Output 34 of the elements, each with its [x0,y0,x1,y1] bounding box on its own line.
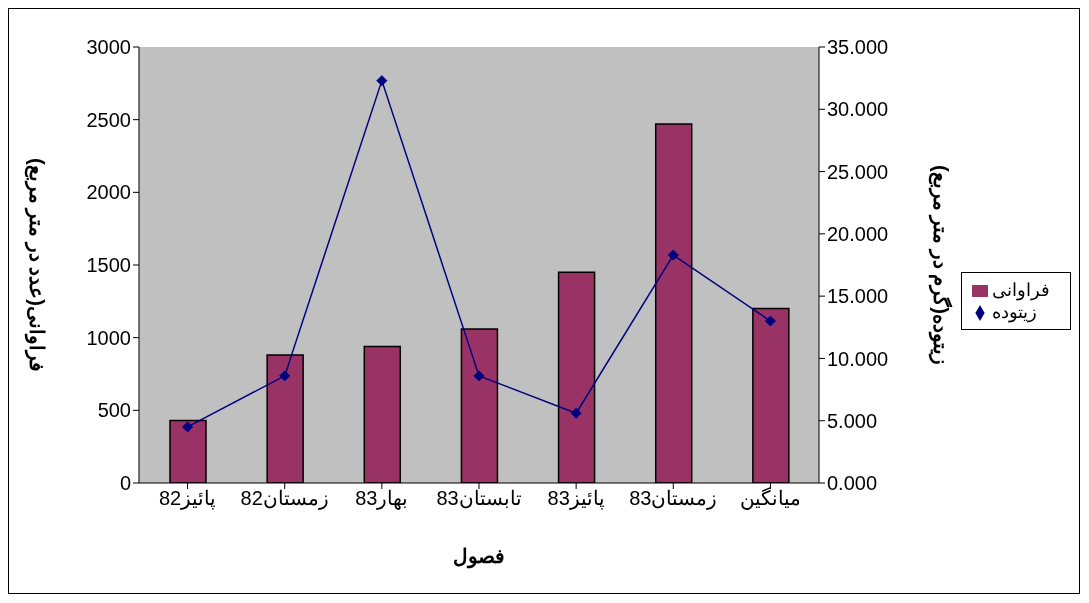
y-tick-label: 3000 [86,36,131,58]
point [473,370,485,382]
x-tick-label: زمستان82 [240,487,329,511]
y-tick-label: 500 [97,399,131,422]
x-tick-label: پائیز82 [158,487,217,511]
y-axis-title: فراوانی(عدد در متر مربع) [23,158,48,372]
x-tick-label: بهار83 [355,487,409,511]
y2-tick-label: 30.000 [827,98,889,121]
y-tick-label: 1000 [86,326,131,349]
legend-label: زیتوده [992,302,1037,322]
y2-tick-label: 20.000 [827,222,889,245]
y-tick-label: 2000 [86,181,131,204]
point [570,407,582,419]
x-tick-label: میانگین [739,487,801,511]
y2-tick-label: 5.000 [827,409,878,432]
y2-tick-label: 15.000 [827,285,889,308]
point [764,315,776,327]
y-tick-label: 1500 [86,254,131,276]
legend-label: فراوانی [992,280,1050,300]
y2-tick-label: 10.000 [827,347,889,370]
y2-tick-label: 25.000 [827,160,889,183]
x-tick-label: پائیز83 [547,487,605,511]
y2-axis-title: زیتوده(گرم در متر مربع) [927,165,953,365]
point [279,370,291,382]
x-tick-label: تابستان83 [436,487,522,510]
point [182,421,194,433]
y2-tick-label: 35.000 [827,36,889,59]
y2-tick-label: 0.000 [827,472,878,495]
point [667,249,679,261]
x-axis-title: فصول [453,545,505,569]
x-tick-label: زمستان83 [629,487,718,511]
y-tick-label: 2500 [86,108,131,131]
y-tick-label: 0 [119,472,131,494]
point [376,75,388,87]
